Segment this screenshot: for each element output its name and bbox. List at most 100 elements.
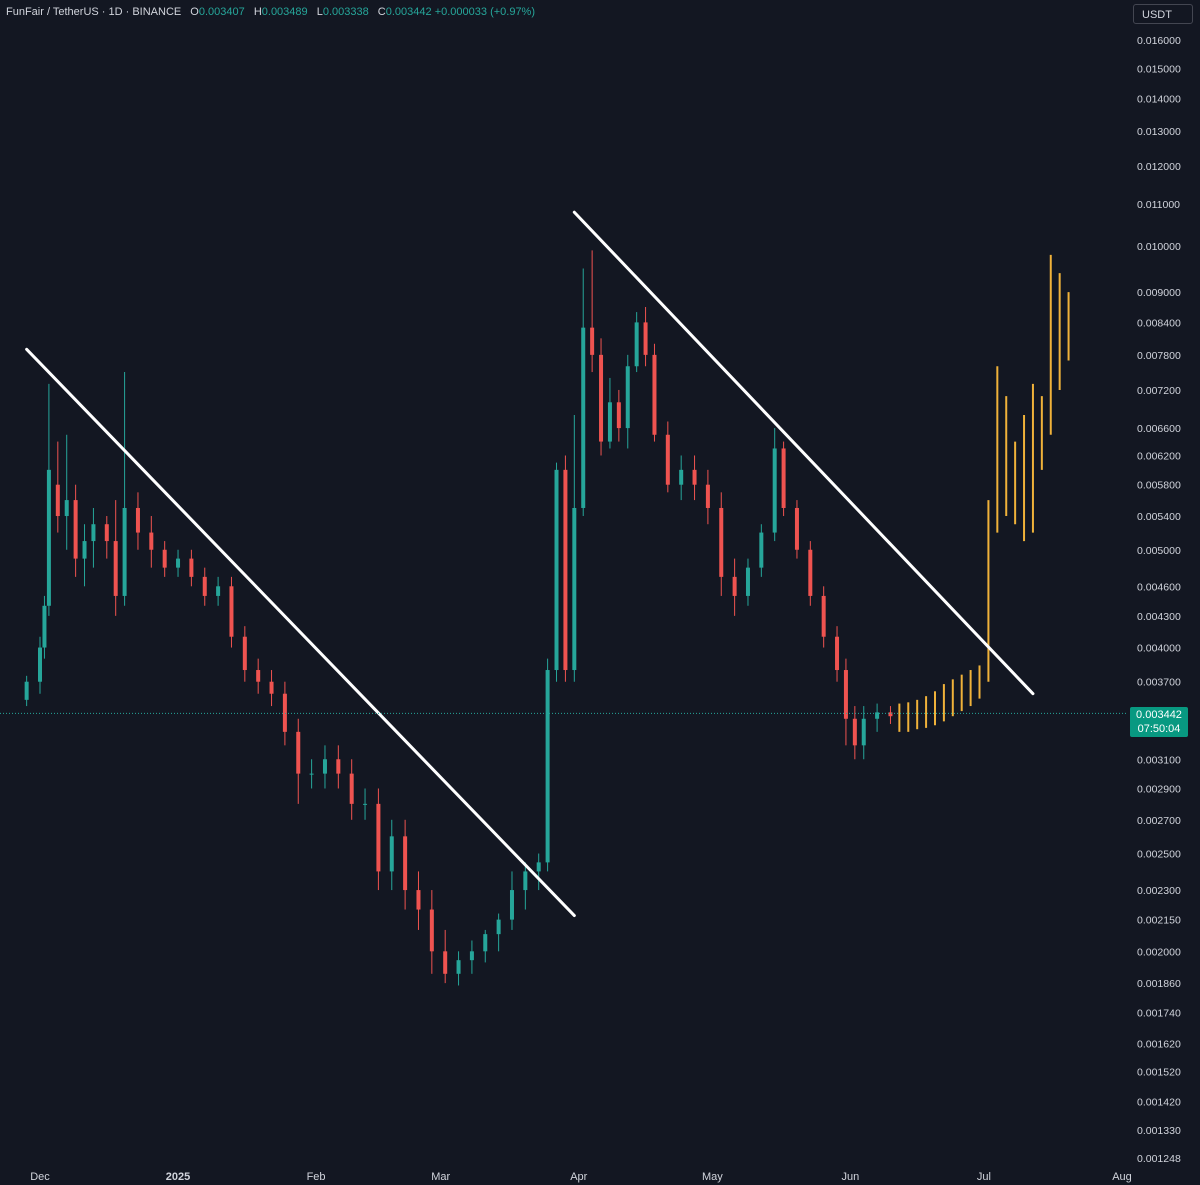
candle	[403, 819, 408, 910]
open-value: 0.003407	[198, 6, 245, 18]
candle	[581, 268, 586, 517]
candle-body	[64, 500, 69, 517]
candle	[607, 377, 612, 449]
candle	[843, 658, 848, 746]
candle-body	[82, 541, 87, 559]
candle-body	[202, 576, 207, 596]
price-tick-label: 0.001520	[1137, 1067, 1181, 1079]
candle	[496, 913, 501, 952]
candle	[322, 745, 327, 789]
candle	[732, 558, 737, 616]
candle-body	[634, 322, 639, 367]
candle	[590, 250, 595, 373]
currency-unit-button[interactable]: USDT	[1133, 4, 1193, 24]
price-tick-label: 0.015000	[1137, 63, 1181, 75]
time-tick-label: Jun	[842, 1171, 860, 1183]
candle-body	[745, 567, 750, 596]
candle-body	[808, 549, 813, 596]
candle-body	[122, 507, 127, 596]
candle-body	[794, 507, 799, 550]
candle-body	[189, 558, 194, 577]
candle-body	[135, 507, 140, 533]
price-tick-label: 0.004000	[1137, 643, 1181, 655]
candle-body	[296, 731, 301, 774]
time-tick-label: Mar	[431, 1171, 450, 1183]
candle-body	[322, 759, 327, 774]
candle-body	[861, 718, 866, 746]
candle-body	[46, 469, 51, 606]
candle-body	[665, 434, 670, 485]
price-tick-label: 0.001330	[1137, 1125, 1181, 1137]
trendline[interactable]	[25, 347, 576, 918]
candle	[643, 307, 648, 367]
candle-body	[643, 322, 648, 355]
candle-body	[732, 576, 737, 596]
candle-body	[545, 670, 550, 863]
candle-body	[42, 605, 47, 648]
price-tick-label: 0.010000	[1137, 241, 1181, 253]
candle-body	[536, 862, 541, 872]
candle-body	[759, 532, 764, 568]
candle	[429, 890, 434, 974]
candle-body	[416, 890, 421, 910]
candle-body	[113, 541, 118, 596]
symbol-title: FunFair / TetherUS · 1D · BINANCE	[6, 6, 182, 18]
price-axis[interactable]: 0.016000 0.015000 0.014000 0.013000 0.012000…	[1137, 35, 1181, 1165]
candle	[563, 455, 568, 682]
candle	[772, 428, 777, 542]
candle	[309, 759, 314, 789]
candle-body	[456, 960, 461, 974]
price-tick-label: 0.003100	[1137, 754, 1181, 766]
candle-body	[104, 524, 109, 542]
time-tick-label: Apr	[570, 1171, 587, 1183]
price-tick-label: 0.001740	[1137, 1007, 1181, 1019]
candle	[122, 372, 127, 606]
candle	[55, 441, 60, 533]
trendline[interactable]	[572, 210, 1035, 696]
candle	[599, 338, 604, 456]
candle	[24, 675, 29, 707]
bar-countdown: 07:50:04	[1137, 723, 1181, 735]
candle	[835, 626, 840, 682]
candle-body	[679, 469, 684, 485]
time-tick-label: Dec	[30, 1171, 50, 1183]
candle	[888, 706, 893, 724]
time-axis[interactable]: Dec 2025 Feb Mar Apr May Jun Jul Aug	[30, 1171, 1132, 1183]
candle	[456, 951, 461, 986]
candle-body	[376, 803, 381, 872]
candle-body	[652, 354, 657, 435]
candle-body	[692, 469, 697, 485]
candle	[794, 500, 799, 559]
candle	[91, 507, 96, 568]
last-price-tag: 0.003442 07:50:04	[1130, 707, 1188, 737]
candle-body	[772, 448, 777, 533]
candle-body	[469, 951, 474, 961]
candle	[389, 819, 394, 891]
candle-body	[852, 718, 857, 746]
candle	[705, 469, 710, 525]
candle	[376, 788, 381, 891]
candle-body	[625, 366, 630, 429]
candle	[38, 636, 42, 694]
candle	[483, 929, 488, 963]
candle	[256, 658, 261, 694]
candle	[469, 940, 474, 974]
candle-body	[554, 469, 559, 671]
candle	[554, 462, 559, 682]
candle-body	[216, 586, 221, 596]
candle-body	[162, 549, 167, 568]
last-price-value: 0.003442	[1136, 709, 1182, 721]
time-tick-label: May	[702, 1171, 723, 1183]
price-tick-label: 0.007800	[1137, 350, 1181, 362]
candle	[625, 354, 630, 449]
price-tick-label: 0.001420	[1137, 1096, 1181, 1108]
time-tick-label: Jul	[977, 1171, 991, 1183]
candle	[82, 524, 87, 587]
candle-body	[616, 402, 621, 429]
candle-body	[309, 773, 314, 775]
candle-body	[242, 636, 247, 671]
price-tick-label: 0.002300	[1137, 885, 1181, 897]
candles-layer	[24, 250, 893, 986]
candle	[523, 862, 528, 910]
